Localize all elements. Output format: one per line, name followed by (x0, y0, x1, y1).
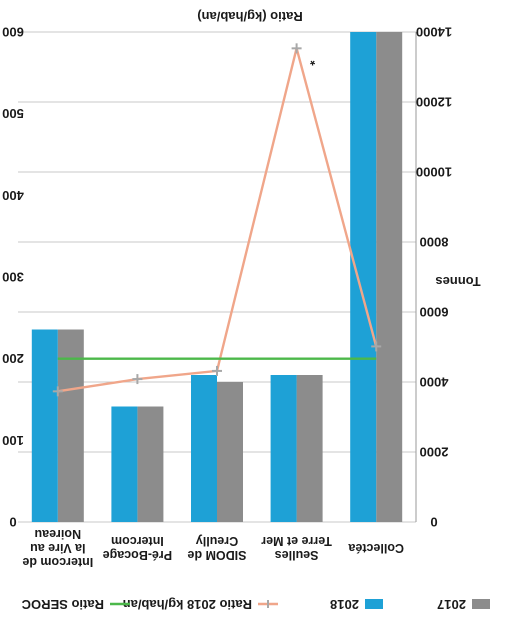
category-label-line: Pré-Bocage (103, 548, 173, 562)
line-ratio-2018-kg-hab-an (57, 48, 378, 393)
secondary-tick-label: 600 (2, 24, 24, 39)
line-marker (212, 365, 222, 376)
bar-2017 (296, 375, 323, 522)
category-label-line: Intercom (111, 534, 164, 548)
primary-tick-label: 4000 (420, 374, 449, 389)
category-label-line: la Vire au (30, 541, 85, 555)
legend-label: Ratio 2018 kg/hab/an (123, 597, 252, 612)
legend-swatch (365, 599, 383, 609)
bar-2018 (191, 375, 217, 522)
primary-tick-label: 6000 (420, 304, 449, 319)
legend-item-2018: 2018 (330, 597, 383, 612)
primary-axis-title: Tonnes (435, 274, 480, 289)
line-marker (291, 43, 302, 54)
secondary-tick-label: 300 (2, 269, 24, 284)
secondary-tick-label: 400 (2, 188, 24, 203)
primary-tick-label: 10000 (416, 164, 452, 179)
secondary-axis: 0 100 200 300 400 500 600 (2, 24, 24, 529)
bar-2017 (57, 329, 84, 522)
legend: 2017 2018 Ratio 2018 kg/hab/an Ratio SEROC (21, 597, 490, 612)
bar-2017 (376, 32, 403, 522)
secondary-axis-title: Ratio (kg/hab/an) (197, 9, 302, 24)
bar-2018 (350, 32, 377, 522)
bar-2018 (270, 375, 297, 522)
secondary-tick-label: 500 (2, 106, 24, 121)
category-label-line: Collectéa (347, 541, 404, 555)
category-label-line: Noireau (35, 527, 82, 541)
secondary-tick-label: 100 (2, 433, 24, 448)
bar-2018 (111, 406, 138, 522)
category-label-line: Seulles (275, 548, 319, 562)
primary-tick-label: 2000 (420, 444, 449, 459)
category-label-line: Intercom de (22, 555, 93, 569)
primary-tick-label: 14000 (416, 24, 452, 39)
category-label-line: SIDOM de (187, 548, 246, 562)
primary-tick-label: 0 (430, 514, 437, 529)
legend-label: 2018 (330, 597, 359, 612)
legend-label: 2017 (437, 597, 466, 612)
annotation-star: * (309, 53, 315, 68)
legend-item-2017: 2017 (437, 597, 490, 612)
bar-2017 (217, 382, 243, 522)
legend-item-ratio-2018-kg-hab-an: Ratio 2018 kg/hab/an (123, 597, 278, 612)
category-label: Collectéa (347, 541, 404, 555)
primary-axis: 0 2000 4000 6000 8000 10000 12000 14000 (416, 24, 452, 529)
plot-area: * (18, 31, 417, 523)
secondary-tick-label: 0 (9, 514, 16, 529)
line-marker (52, 386, 63, 397)
secondary-tick-label: 200 (2, 351, 24, 366)
legend-item-ratio-seroc: Ratio SEROC (21, 597, 130, 612)
category-label-line: Creully (196, 534, 238, 548)
legend-swatch (472, 599, 490, 609)
bar-2018 (31, 329, 58, 522)
category-label-line: Terre et Mer (261, 534, 332, 548)
line-marker (132, 374, 143, 385)
line-marker (371, 341, 382, 352)
bar-2017 (137, 406, 164, 522)
primary-tick-label: 8000 (420, 234, 449, 249)
legend-label: Ratio SEROC (21, 597, 104, 612)
primary-tick-label: 12000 (416, 94, 452, 109)
